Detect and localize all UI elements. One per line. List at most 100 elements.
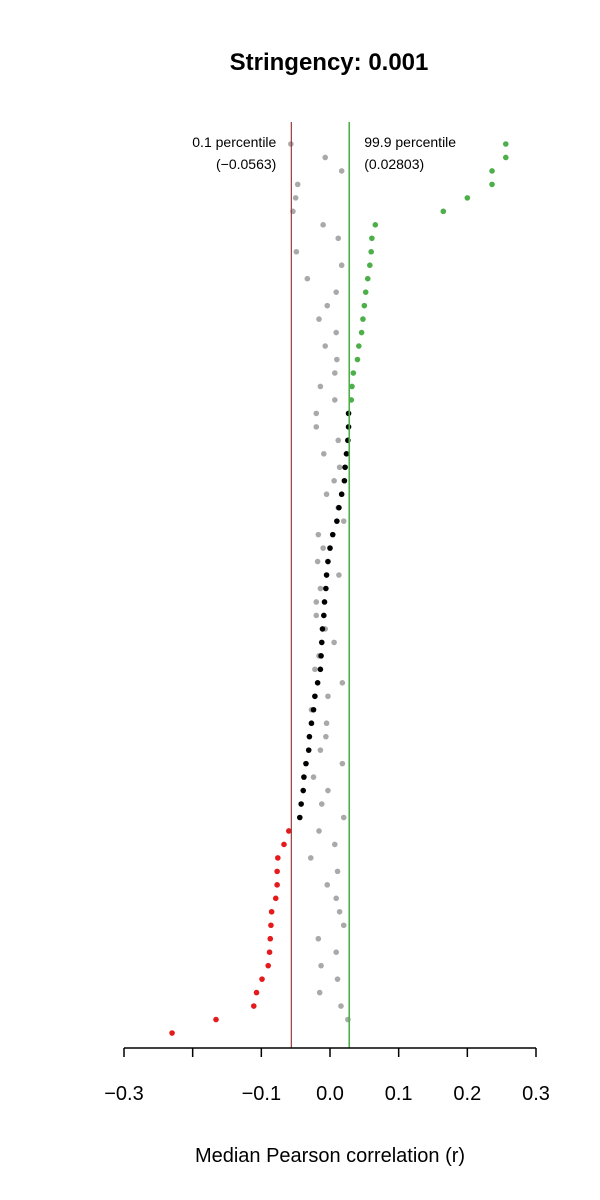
low-point xyxy=(275,855,281,861)
null-point xyxy=(340,518,347,524)
middle-point xyxy=(318,639,325,646)
high-point xyxy=(502,141,509,147)
null-point xyxy=(338,262,345,269)
null-point xyxy=(325,693,331,700)
high-point xyxy=(364,275,371,282)
null-point xyxy=(320,222,326,228)
middle-point xyxy=(336,504,342,511)
null-point xyxy=(333,289,339,295)
high-point xyxy=(489,168,495,174)
middle-point xyxy=(310,706,317,713)
null-point xyxy=(307,855,314,861)
middle-point xyxy=(314,680,321,686)
null-point xyxy=(324,882,331,888)
null-point xyxy=(336,464,343,471)
high-point xyxy=(349,383,355,390)
null-point xyxy=(320,545,326,551)
high-point xyxy=(358,329,365,336)
high-point xyxy=(354,356,361,363)
high-threshold-value: (0.02803) xyxy=(364,156,424,172)
null-point xyxy=(333,329,339,336)
high-point xyxy=(372,222,379,228)
null-point xyxy=(335,235,342,242)
null-point xyxy=(293,248,300,255)
null-point xyxy=(339,760,346,767)
high-point xyxy=(356,343,362,349)
null-point xyxy=(331,639,337,646)
null-point xyxy=(318,962,324,969)
null-point xyxy=(340,922,347,929)
null-point xyxy=(332,841,338,848)
null-point xyxy=(323,491,330,498)
low-point xyxy=(281,841,287,848)
middle-point xyxy=(308,720,315,727)
high-point xyxy=(368,248,375,255)
null-point xyxy=(324,302,331,309)
x-tick-label: −0.1 xyxy=(242,1083,281,1105)
high-point xyxy=(440,208,447,215)
low-point xyxy=(266,949,273,955)
null-point xyxy=(292,195,299,201)
null-point xyxy=(336,908,343,915)
high-point xyxy=(361,302,368,309)
null-point xyxy=(317,585,324,592)
null-point xyxy=(323,733,329,740)
high-point xyxy=(362,289,369,295)
high-point xyxy=(369,235,375,242)
null-point xyxy=(315,935,322,942)
null-point xyxy=(336,572,342,578)
null-point xyxy=(322,154,328,161)
null-point xyxy=(313,599,320,605)
null-point xyxy=(294,181,301,188)
high-threshold-label: 99.9 percentile xyxy=(364,134,456,150)
null-point xyxy=(315,531,322,538)
middle-point xyxy=(341,477,348,484)
null-point xyxy=(332,370,338,376)
low-point xyxy=(268,922,274,929)
scatter-points xyxy=(169,141,509,1036)
low-point xyxy=(267,935,274,942)
low-point xyxy=(274,882,280,888)
high-point xyxy=(489,181,495,188)
low-threshold-value: (−0.0563) xyxy=(216,156,276,172)
null-point xyxy=(312,666,318,673)
x-tick-label: 0.1 xyxy=(385,1083,413,1105)
null-point xyxy=(323,720,330,727)
null-point xyxy=(339,680,346,686)
low-point xyxy=(268,908,275,915)
middle-point xyxy=(338,491,345,498)
middle-point xyxy=(300,787,307,794)
null-point xyxy=(325,787,331,794)
middle-point xyxy=(327,545,333,551)
null-point xyxy=(333,949,339,955)
null-point xyxy=(334,356,340,363)
null-point xyxy=(316,316,322,322)
low-point xyxy=(274,868,280,875)
null-point xyxy=(314,558,321,565)
null-point xyxy=(338,1003,344,1009)
null-point xyxy=(317,747,324,753)
middle-point xyxy=(319,626,326,632)
middle-point xyxy=(321,599,328,605)
null-point xyxy=(332,397,338,403)
low-point xyxy=(265,962,272,969)
low-point xyxy=(259,976,265,982)
x-tick-label: 0.3 xyxy=(522,1083,550,1105)
middle-point xyxy=(312,693,318,700)
middle-point xyxy=(342,464,348,471)
null-point xyxy=(317,383,324,390)
middle-point xyxy=(298,801,304,807)
null-point xyxy=(321,451,327,457)
middle-point xyxy=(323,572,330,578)
low-point xyxy=(272,895,279,902)
x-axis-label: Median Pearson correlation (r) xyxy=(195,1145,465,1167)
null-point xyxy=(313,424,320,430)
middle-point xyxy=(343,451,350,457)
null-point xyxy=(338,168,345,174)
null-point xyxy=(304,275,311,282)
x-tick-label: −0.3 xyxy=(104,1083,143,1105)
middle-point xyxy=(296,814,303,821)
middle-point xyxy=(317,666,324,673)
middle-point xyxy=(334,518,340,524)
